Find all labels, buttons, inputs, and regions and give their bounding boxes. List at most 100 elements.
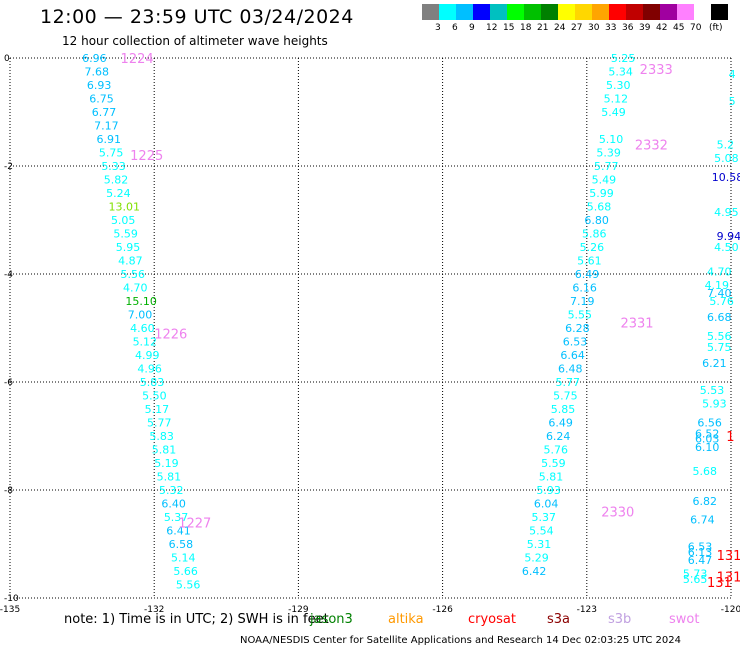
wave-height-value: 5.81 [152, 444, 177, 457]
pass-time-label: 131 [717, 549, 740, 564]
wave-height-value: 6.96 [82, 52, 107, 65]
wave-height-value: 5.81 [539, 471, 564, 484]
color-scale-label: 18 [520, 23, 532, 33]
wave-height-value: 6.13 [688, 546, 713, 559]
wave-height-value: 5.68 [693, 465, 718, 478]
color-scale-label: 33 [605, 23, 617, 33]
color-swatch [592, 4, 609, 20]
wave-height-value: 5.2 [717, 138, 735, 151]
color-swatch [541, 4, 558, 20]
wave-height-value: 5.53 [700, 384, 725, 397]
wave-height-value: 5.68 [587, 201, 612, 214]
lon-tick-label: -120 [721, 605, 740, 615]
mission-label-altika: altika [388, 612, 424, 627]
wave-height-value: 5.25 [611, 52, 636, 65]
wave-height-value: 5 [729, 95, 736, 108]
pass-time-label: 131 [717, 570, 740, 585]
axis-tick-labels: -135 -132 -129 -126 -123 -120 0 -2 -4 -6 -8 -10 [0, 54, 740, 615]
wave-height-value: 6.16 [572, 282, 597, 295]
wave-height-value: 6.80 [584, 214, 609, 227]
wave-height-value: 5.12 [133, 336, 158, 349]
lat-tick-label: -2 [4, 162, 13, 172]
wave-height-value: 5.76 [709, 295, 734, 308]
wave-height-value: 5.34 [608, 66, 633, 79]
wave-height-value: 4.70 [707, 265, 732, 278]
wave-height-value: 5.82 [104, 174, 129, 187]
wave-height-value: 5.56 [121, 268, 146, 281]
color-swatch [575, 4, 592, 20]
wave-height-value: 5.93 [536, 484, 561, 497]
wave-height-value: 6.47 [688, 554, 713, 567]
wave-height-value: 4.70 [123, 282, 148, 295]
wave-height-value: 6.04 [534, 498, 559, 511]
color-scale-label: 24 [554, 23, 566, 33]
color-swatch [490, 4, 507, 20]
wave-height-value: 5.83 [149, 430, 174, 443]
lon-tick-label: -123 [577, 605, 597, 615]
wave-height-value: 5.77 [594, 160, 619, 173]
color-swatch [422, 4, 439, 20]
wave-height-value: 4.96 [137, 363, 162, 376]
pass-time-label: 1227 [178, 516, 211, 531]
pass-time-label: 2333 [640, 63, 673, 78]
wave-height-value: 6.93 [87, 79, 112, 92]
wave-height-value: 5.99 [589, 187, 614, 200]
mission-label-s3b: s3b [608, 612, 632, 627]
mission-label-s3a: s3a [547, 612, 571, 627]
mission-label-cryosat: cryosat [468, 612, 516, 627]
color-swatch [694, 4, 711, 20]
color-swatch [609, 4, 626, 20]
wave-height-value: 5.73 [683, 568, 708, 581]
wave-height-value: 6.82 [693, 495, 718, 508]
wave-height-value: 4.87 [118, 255, 142, 268]
wave-height-value: 6.52 [695, 427, 720, 440]
pass-time-labels: 1224122512261227233323322331233013113113… [121, 52, 740, 591]
credit-footer: NOAA/NESDIS Center for Satellite Applica… [240, 635, 682, 646]
wave-height-value: 6.21 [702, 357, 727, 370]
color-swatch [473, 4, 490, 20]
wave-height-value: 5.17 [145, 403, 170, 416]
wave-height-value: 6.75 [89, 93, 114, 106]
wave-height-value: 6.41 [166, 525, 191, 538]
wave-height-value: 15.10 [125, 295, 157, 308]
color-swatch [439, 4, 456, 20]
color-swatch [456, 4, 473, 20]
wave-height-value: 5.81 [157, 471, 182, 484]
wave-height-value: 5.10 [599, 133, 624, 146]
color-swatch [643, 4, 660, 20]
wave-height-value: 5.14 [171, 552, 196, 565]
wave-height-value: 5.32 [159, 484, 184, 497]
color-swatch [558, 4, 575, 20]
map-title: 12:00 — 23:59 UTC 03/24/2024 [40, 6, 354, 28]
pass-time-label: 2331 [620, 317, 653, 332]
color-swatch [524, 4, 541, 20]
wave-height-value: 5.37 [532, 511, 557, 524]
wave-height-value: 10.58 [712, 171, 740, 184]
color-scale-label: 70 [690, 23, 702, 33]
wave-height-value: 6.48 [558, 363, 583, 376]
wave-height-value: 5.50 [142, 390, 167, 403]
pass-time-label: 2330 [601, 506, 634, 521]
wave-height-value: 6.64 [560, 349, 585, 362]
lat-tick-label: -4 [4, 270, 13, 280]
color-scale-label: 12 [486, 23, 498, 33]
wave-height-value: 5.75 [707, 341, 732, 354]
wave-height-value: 6.53 [688, 541, 713, 554]
wave-height-value: 7.40 [707, 287, 732, 300]
wave-height-value: 4 [729, 68, 736, 81]
wave-height-value: 4.60 [130, 322, 155, 335]
mission-label-jason3: jason3 [310, 612, 353, 627]
color-swatch [677, 4, 694, 20]
wave-height-value: 6.56 [697, 417, 722, 430]
wave-height-value: 5.59 [541, 457, 566, 470]
note-text: note: 1) Time is in UTC; 2) SWH is in fe… [64, 612, 329, 627]
wave-height-value: 5.59 [113, 228, 137, 241]
wave-height-value: 5.26 [580, 241, 605, 254]
wave-height-value: 5.56 [176, 579, 201, 592]
wave-height-value: 4.50 [714, 241, 739, 254]
wave-height-value: 5.86 [582, 228, 607, 241]
color-scale-label: 21 [537, 23, 549, 33]
wave-height-value: 5.77 [556, 376, 581, 389]
wave-height-value: 5.75 [99, 147, 124, 160]
